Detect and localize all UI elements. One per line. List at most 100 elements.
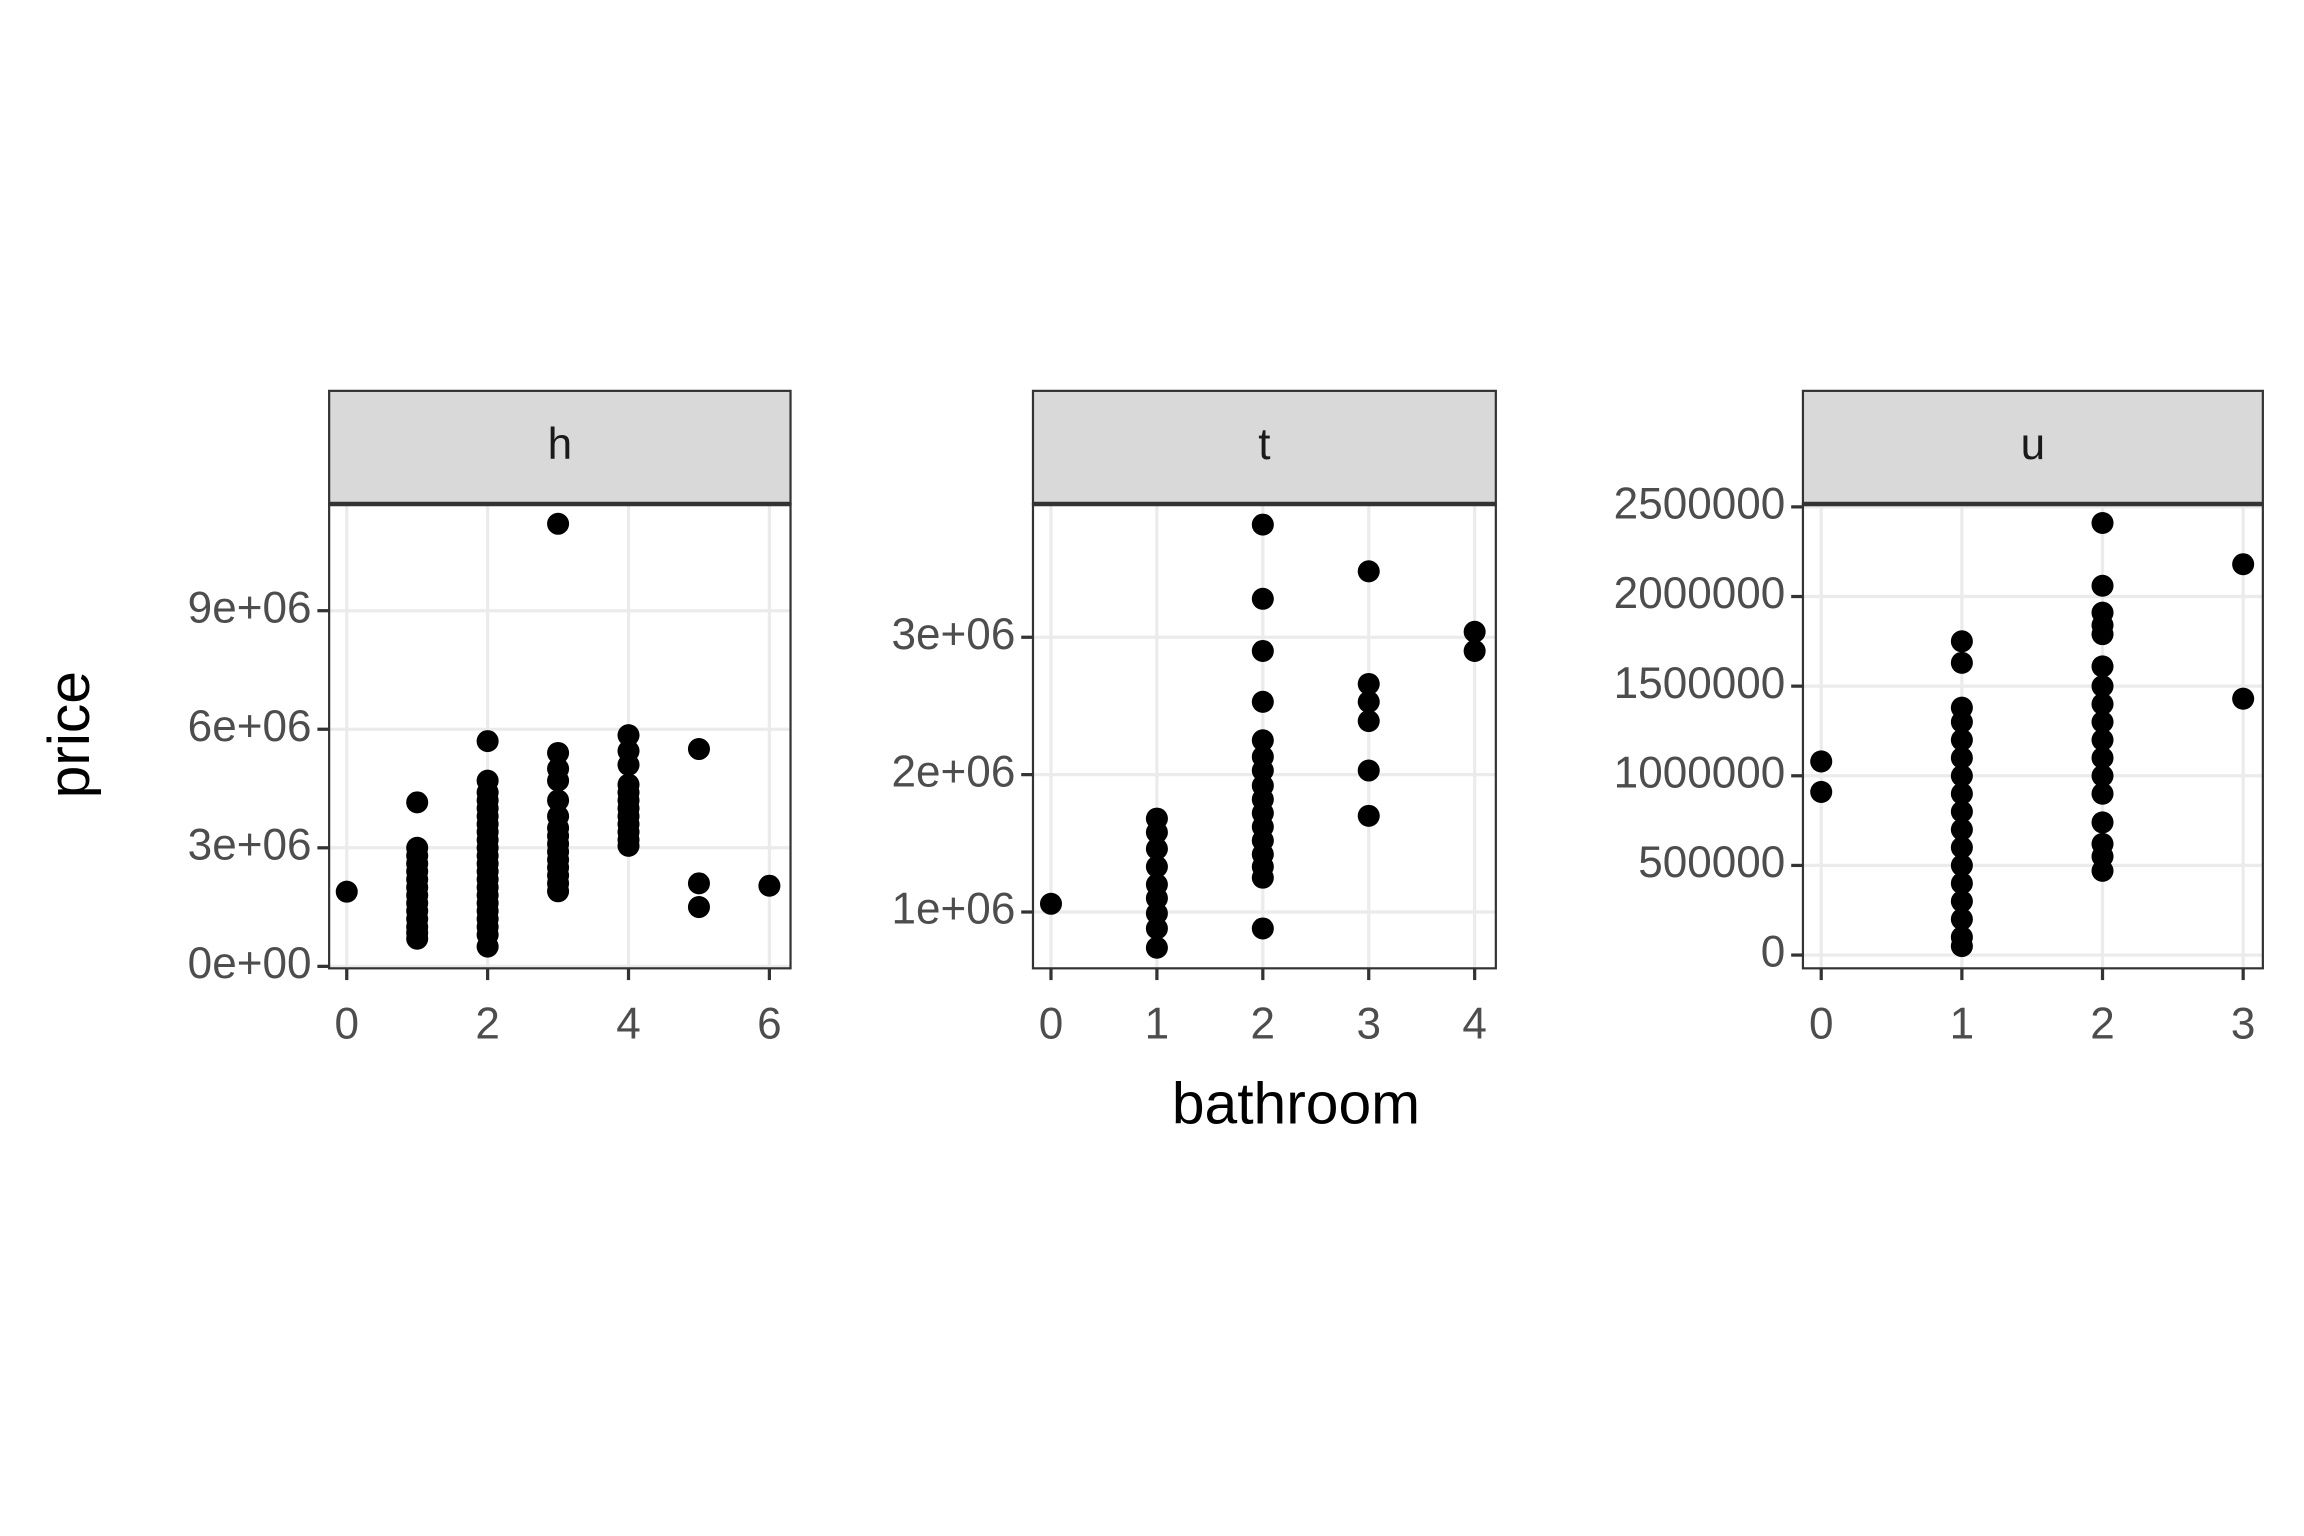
- panel-background: [1802, 504, 2263, 969]
- strip: [1801, 389, 2264, 506]
- point: [2091, 782, 2114, 805]
- point: [2091, 764, 2114, 787]
- point: [1950, 764, 1973, 787]
- x-tick-label: 3: [1356, 1000, 1381, 1049]
- point: [687, 872, 710, 895]
- point: [1145, 837, 1168, 860]
- point: [1251, 759, 1274, 782]
- point: [1251, 587, 1274, 610]
- point: [1357, 759, 1380, 782]
- y-tick-label: 1000000: [1614, 748, 1786, 797]
- point: [406, 791, 429, 814]
- point: [1950, 630, 1973, 653]
- x-tick-label: 0: [1039, 1000, 1064, 1049]
- point: [2091, 746, 2114, 769]
- point: [1950, 818, 1973, 841]
- point: [1950, 710, 1973, 734]
- point: [1463, 639, 1486, 663]
- point: [1357, 710, 1380, 733]
- point: [2091, 511, 2114, 535]
- point: [1357, 560, 1380, 583]
- point: [476, 730, 499, 753]
- point: [2232, 687, 2255, 710]
- point: [1145, 887, 1168, 910]
- point: [1145, 821, 1168, 844]
- y-tick-label: 0e+00: [188, 939, 312, 988]
- point: [1950, 854, 1973, 877]
- point: [547, 789, 570, 812]
- point: [2091, 574, 2114, 597]
- point: [1251, 690, 1274, 713]
- point: [1950, 908, 1973, 931]
- point: [1145, 902, 1168, 925]
- point: [1463, 620, 1486, 643]
- y-tick-label: 1e+06: [892, 885, 1016, 934]
- point: [1950, 651, 1973, 674]
- point: [2091, 693, 2114, 716]
- point: [2091, 728, 2114, 751]
- point: [1251, 513, 1274, 536]
- y-tick-label: 3e+06: [188, 820, 312, 869]
- y-tick-label: 500000: [1638, 838, 1785, 887]
- x-tick-label: 4: [616, 1000, 641, 1049]
- point: [617, 724, 640, 747]
- x-tick-label: 1: [1145, 1000, 1170, 1049]
- y-tick-label: 2500000: [1614, 480, 1786, 529]
- point: [1950, 728, 1973, 751]
- x-tick-label: 4: [1462, 1000, 1487, 1049]
- point: [1251, 639, 1274, 663]
- point: [406, 927, 429, 950]
- x-tick-label: 0: [1809, 1000, 1834, 1049]
- strip-title: u: [2021, 420, 2046, 469]
- point: [2091, 675, 2114, 698]
- point: [2232, 553, 2255, 576]
- point: [1251, 917, 1274, 940]
- y-tick-label: 1500000: [1614, 659, 1786, 708]
- point: [2091, 655, 2114, 678]
- point: [1357, 804, 1380, 827]
- point: [547, 880, 570, 903]
- x-tick-label: 2: [475, 1000, 500, 1049]
- x-tick-label: 6: [757, 1000, 782, 1049]
- strip-title: h: [548, 420, 573, 469]
- point: [547, 741, 570, 764]
- point: [1950, 935, 1973, 958]
- point: [2091, 811, 2114, 834]
- point: [2091, 710, 2114, 734]
- y-tick-label: 0: [1761, 928, 1786, 977]
- point: [758, 874, 781, 897]
- point: [547, 512, 570, 535]
- strip: [1031, 389, 1497, 506]
- point: [617, 834, 640, 857]
- x-tick-label: 0: [334, 1000, 359, 1049]
- y-tick-label: 9e+06: [188, 583, 312, 632]
- x-tick-label: 2: [2090, 1000, 2115, 1049]
- point: [1810, 780, 1833, 803]
- x-tick-label: 3: [2231, 1000, 2256, 1049]
- point: [1950, 782, 1973, 805]
- y-tick-label: 6e+06: [188, 702, 312, 751]
- y-tick-label: 3e+06: [892, 610, 1016, 659]
- point: [687, 737, 710, 761]
- point: [1950, 890, 1973, 913]
- strip-title: t: [1258, 420, 1270, 469]
- point: [1251, 729, 1274, 752]
- point: [1950, 746, 1973, 769]
- point: [547, 769, 570, 792]
- point: [617, 753, 640, 776]
- y-axis-title: price: [37, 671, 102, 798]
- point: [1357, 672, 1380, 695]
- point: [2091, 623, 2114, 646]
- point: [1950, 836, 1973, 859]
- point: [687, 896, 710, 919]
- point: [1950, 872, 1973, 895]
- x-axis-title: bathroom: [1172, 1071, 1420, 1136]
- point: [476, 935, 499, 958]
- point: [2091, 859, 2114, 882]
- point: [1950, 800, 1973, 823]
- point: [335, 880, 358, 903]
- point: [1251, 866, 1274, 889]
- y-tick-label: 2000000: [1614, 569, 1786, 618]
- point: [1039, 892, 1063, 915]
- strip: [328, 389, 792, 506]
